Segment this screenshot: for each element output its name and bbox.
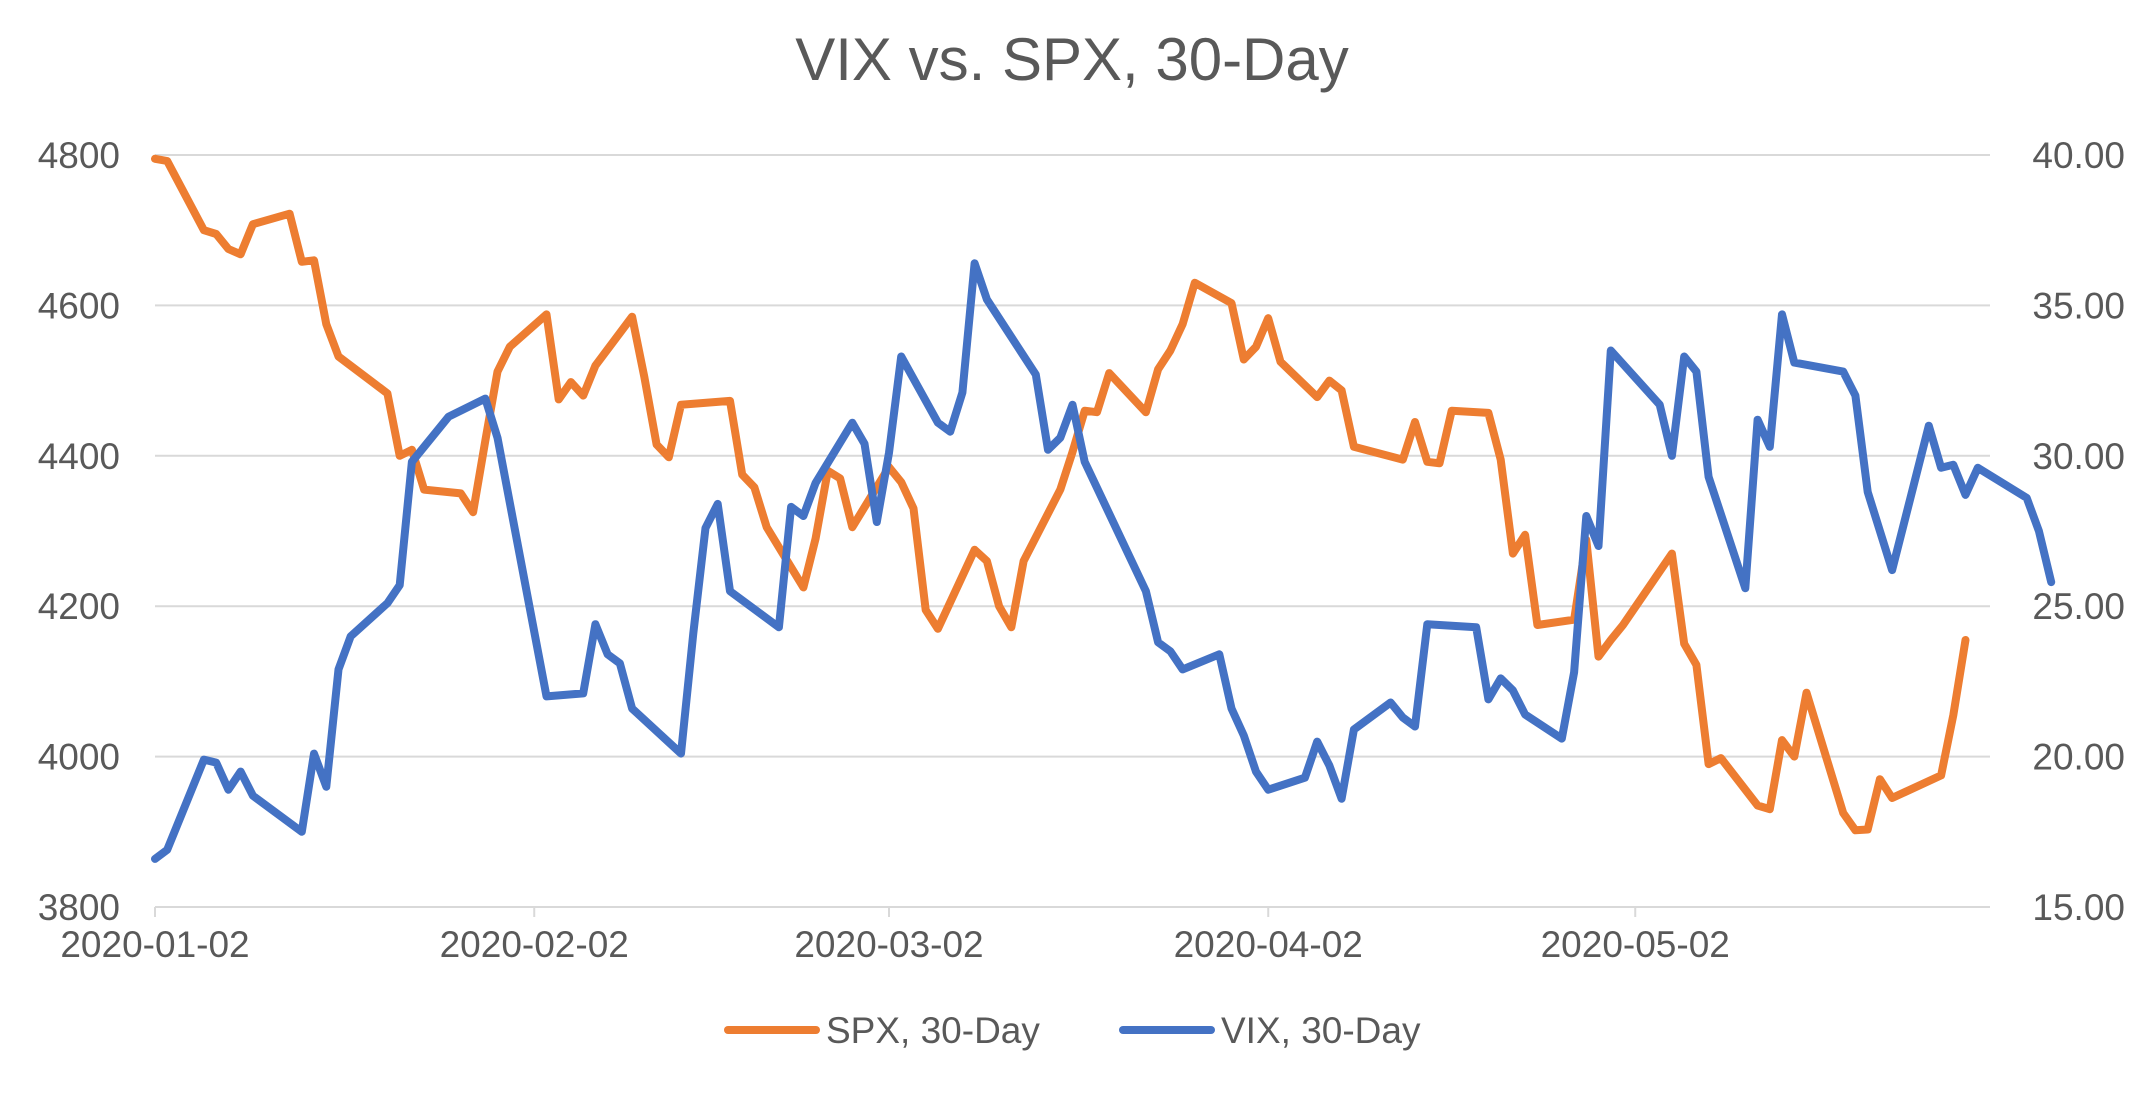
series-line-vix	[151, 259, 2056, 863]
series-lines	[151, 154, 2056, 863]
x-tick-label: 2020-04-02	[1174, 924, 1363, 965]
y-right-tick-label: 15.00	[2032, 887, 2125, 928]
legend-label: SPX, 30-Day	[826, 1010, 1040, 1051]
y-right-tick-label: 20.00	[2032, 737, 2125, 778]
legend-label: VIX, 30-Day	[1221, 1010, 1421, 1051]
y-left-tick-label: 4800	[38, 135, 120, 176]
x-tick-label: 2020-05-02	[1541, 924, 1730, 965]
y-left-tick-label: 4200	[38, 586, 120, 627]
axes: 3800 4000 4200 4400 4600 4800 15.00 20.00 25.00 3…	[38, 135, 2125, 965]
x-tick-label: 2020-02-02	[440, 924, 629, 965]
y-right-tick-label: 30.00	[2032, 436, 2125, 477]
y-left-tick-label: 3800	[38, 887, 120, 928]
series-line-spx	[151, 154, 1970, 835]
x-tick-label: 2020-03-02	[794, 924, 983, 965]
y-right-tick-label: 35.00	[2032, 285, 2125, 326]
y-left-tick-label: 4400	[38, 436, 120, 477]
y-right-tick-label: 25.00	[2032, 586, 2125, 627]
y-left-tick-label: 4600	[38, 285, 120, 326]
y-left-tick-label: 4000	[38, 737, 120, 778]
chart-title: VIX vs. SPX, 30-Day	[795, 26, 1349, 93]
y-right-tick-label: 40.00	[2032, 135, 2125, 176]
legend: SPX, 30-Day VIX, 30-Day	[724, 1010, 1421, 1051]
x-tick-label: 2020-01-02	[60, 924, 249, 965]
